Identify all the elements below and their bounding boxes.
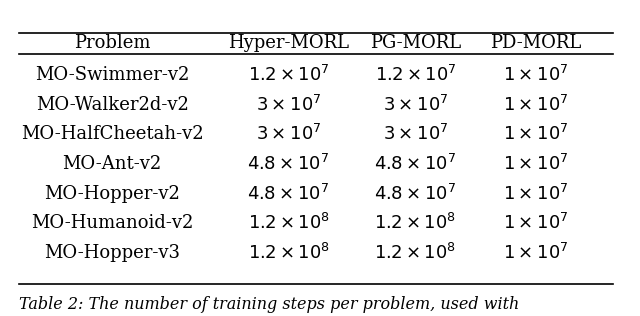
Text: $1.2 \times 10^8$: $1.2 \times 10^8$ [248,213,330,234]
Text: $1 \times 10^7$: $1 \times 10^7$ [503,94,569,115]
Text: $4.8 \times 10^7$: $4.8 \times 10^7$ [374,154,456,174]
Text: $4.8 \times 10^7$: $4.8 \times 10^7$ [248,184,330,204]
Text: Hyper-MORL: Hyper-MORL [228,34,349,52]
Text: $1 \times 10^7$: $1 \times 10^7$ [503,65,569,85]
Text: $1 \times 10^7$: $1 \times 10^7$ [503,154,569,174]
Text: $1 \times 10^7$: $1 \times 10^7$ [503,184,569,204]
Text: MO-Swimmer-v2: MO-Swimmer-v2 [35,66,189,84]
Text: MO-Humanoid-v2: MO-Humanoid-v2 [31,215,193,232]
Text: MO-Hopper-v3: MO-Hopper-v3 [44,244,180,262]
Text: PD-MORL: PD-MORL [490,34,582,52]
Text: $3 \times 10^7$: $3 \times 10^7$ [383,94,448,115]
Text: $1 \times 10^7$: $1 \times 10^7$ [503,124,569,144]
Text: $1.2 \times 10^8$: $1.2 \times 10^8$ [374,213,456,234]
Text: $1.2 \times 10^7$: $1.2 \times 10^7$ [374,65,456,85]
Text: Problem: Problem [74,34,150,52]
Text: $1.2 \times 10^8$: $1.2 \times 10^8$ [248,243,330,263]
Text: $1 \times 10^7$: $1 \times 10^7$ [503,213,569,234]
Text: $4.8 \times 10^7$: $4.8 \times 10^7$ [374,184,456,204]
Text: MO-Ant-v2: MO-Ant-v2 [63,155,162,173]
Text: MO-HalfCheetah-v2: MO-HalfCheetah-v2 [21,125,204,143]
Text: $3 \times 10^7$: $3 \times 10^7$ [383,124,448,144]
Text: $3 \times 10^7$: $3 \times 10^7$ [256,124,321,144]
Text: $3 \times 10^7$: $3 \times 10^7$ [256,94,321,115]
Text: $1.2 \times 10^8$: $1.2 \times 10^8$ [374,243,456,263]
Text: MO-Hopper-v2: MO-Hopper-v2 [44,185,180,203]
Text: $4.8 \times 10^7$: $4.8 \times 10^7$ [248,154,330,174]
Text: Table 2: The number of training steps per problem, used with: Table 2: The number of training steps pe… [19,296,520,313]
Text: MO-Walker2d-v2: MO-Walker2d-v2 [36,96,189,113]
Text: $1.2 \times 10^7$: $1.2 \times 10^7$ [248,65,330,85]
Text: $1 \times 10^7$: $1 \times 10^7$ [503,243,569,263]
Text: PG-MORL: PG-MORL [370,34,461,52]
